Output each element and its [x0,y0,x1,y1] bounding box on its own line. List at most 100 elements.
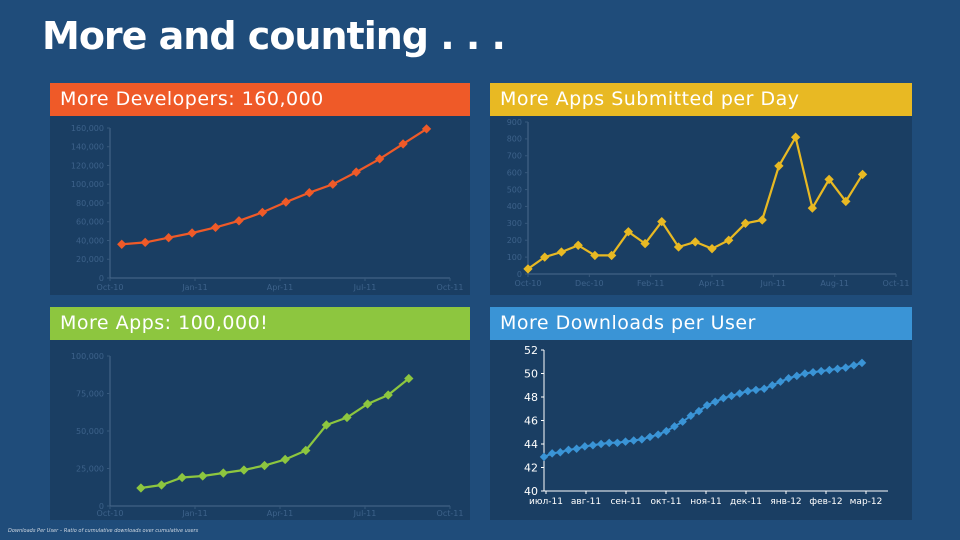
apps-data-point [239,465,249,475]
downloads-data-point [719,393,728,403]
x-tick-label: Aug-11 [820,279,849,288]
developers-data-point [257,207,268,218]
x-tick-label: сен-11 [610,497,641,507]
y-tick-label: 46 [524,414,538,427]
x-tick-label: Oct-10 [97,283,124,292]
y-tick-label: 100,000 [71,352,104,361]
downloads-data-point [784,373,793,383]
downloads-data-point [604,438,614,448]
submitted-data-point [673,242,684,252]
submitted-header: More Apps Submitted per Day [490,83,912,116]
downloads-data-point [759,384,769,393]
downloads-data-point [849,361,859,370]
apps-data-point [218,468,228,478]
y-tick-label: 52 [524,344,538,357]
apps-data-point [156,480,167,490]
y-tick-label: 0 [99,502,104,511]
developers-header: More Developers: 160,000 [50,83,470,116]
developers-data-point [187,228,197,238]
apps-panel: More Apps: 100,000! 0 25,000 50,000 75,000 1… [50,307,470,520]
submitted-data-point [757,215,767,225]
developers-series-line [121,127,428,246]
downloads-data-point [539,452,549,462]
y-tick-label: 600 [507,168,522,177]
y-tick-label: 0 [517,270,522,279]
y-tick-label: 40 [524,485,538,498]
y-tick-label: 20,000 [76,255,104,264]
downloads-data-point [588,440,598,450]
slide-title: More and counting . . . [42,14,506,58]
apps-data-point [404,373,414,384]
downloads-data-point [621,437,630,446]
downloads-data-point [662,426,671,436]
submitted-data-point [540,252,550,262]
y-tick-label: 120,000 [71,161,104,170]
developers-data-point [398,139,408,149]
apps-data-point [198,471,208,481]
submitted-data-point [774,161,784,171]
y-tick-label: 50 [524,367,538,380]
x-tick-label: Apr-11 [267,509,293,518]
downloads-data-point [792,371,802,381]
apps-data-point [136,483,146,493]
developers-data-point [210,222,221,233]
x-tick-label: янв-12 [770,497,801,507]
downloads-data-point [808,368,818,377]
x-tick-label: июл-11 [529,497,563,507]
downloads-data-point [596,439,606,449]
x-tick-label: Feb-11 [637,279,664,288]
downloads-data-point [825,365,834,375]
developers-data-point [117,239,127,249]
x-tick-label: ноя-11 [690,497,722,507]
footnote: Downloads Per User – Ratio of cumulative… [8,528,199,534]
downloads-data-point [776,377,785,386]
downloads-chart: 40 42 44 46 48 50 52 июл-11 авг-11 сен-11 окт-11 но… [524,344,888,507]
apps-header: More Apps: 100,000! [50,307,470,340]
developers-data-point [281,197,291,207]
downloads-data-point [768,381,777,390]
submitted-data-point [523,264,533,274]
x-tick-label: Jan-11 [181,283,207,292]
apps-data-point [362,399,373,409]
developers-data-point [234,216,244,226]
submitted-data-point [707,244,717,254]
downloads-chart-area: 40 42 44 46 48 50 52 июл-11 авг-11 сен-11 окт-11 но… [490,340,912,520]
downloads-data-point [645,432,655,442]
x-tick-label: Jun-11 [760,279,787,288]
y-tick-label: 900 [507,118,522,127]
submitted-chart: 0 100 200 300 400 500 600 700 800 900 Oct-10 Dec-10… [507,118,910,288]
y-tick-label: 0 [99,274,104,283]
downloads-header: More Downloads per User [490,307,912,340]
y-tick-label: 100 [507,253,522,262]
x-tick-label: Oct-10 [97,509,124,518]
downloads-data-point [751,385,761,395]
apps-data-point [177,472,187,483]
downloads-data-point [564,445,573,455]
y-tick-label: 40,000 [76,236,104,245]
downloads-data-point [833,364,842,374]
x-tick-label: Oct-10 [515,279,542,288]
submitted-panel: More Apps Submitted per Day 0 100 200 300 40… [490,83,912,295]
x-tick-label: Apr-11 [267,283,293,292]
submitted-data-point [790,132,801,142]
submitted-chart-area: 0 100 200 300 400 500 600 700 800 900 Oct-10 Dec-10… [490,116,912,295]
y-tick-label: 60,000 [76,218,104,227]
submitted-data-point [824,174,834,185]
developers-data-point [328,179,338,189]
apps-data-point [280,454,290,465]
downloads-data-point [572,444,581,453]
x-tick-label: Jul-11 [353,509,377,518]
downloads-data-point [580,442,590,451]
submitted-data-point [807,203,818,213]
y-tick-label: 500 [507,185,522,194]
apps-data-point [321,420,332,430]
x-tick-label: Jan-11 [181,509,207,518]
downloads-data-point [816,366,826,376]
x-tick-label: авг-11 [571,497,601,507]
apps-data-point [259,460,270,471]
submitted-data-point [690,237,700,247]
downloads-data-point [613,438,622,448]
developers-data-point [304,188,314,198]
downloads-data-point [735,389,744,398]
downloads-panel: More Downloads per User 40 42 44 46 48 50 52 ию… [490,307,912,520]
